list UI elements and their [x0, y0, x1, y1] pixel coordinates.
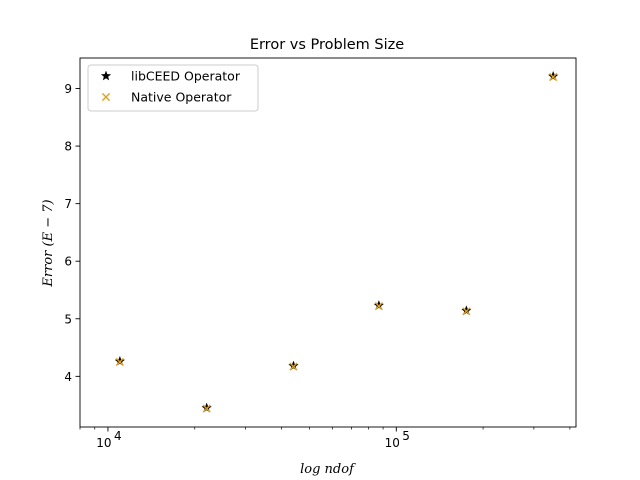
libceed-point: [288, 360, 299, 371]
libceed-point: [201, 402, 212, 413]
legend-marker-native: [101, 92, 111, 102]
data-points: [114, 70, 559, 413]
libceed-point: [548, 70, 559, 81]
x-tick-label: 10: [96, 436, 111, 450]
x-axis-label: log ndof: [300, 462, 356, 477]
libceed-point: [461, 305, 472, 316]
native-point: [462, 307, 471, 316]
x-tick-label-exponent: 4: [114, 429, 122, 443]
y-axis-label: Error (E − 7): [41, 199, 56, 287]
legend-label: libCEED Operator: [131, 69, 241, 84]
legend-marker-libceed: [100, 70, 112, 81]
x-tick-label-exponent: 5: [402, 429, 410, 443]
y-tick-label: 5: [64, 312, 72, 326]
y-tick-label: 9: [64, 82, 72, 96]
libceed-point: [114, 355, 126, 366]
y-axis: 4 5 6 7 8 9: [64, 82, 80, 384]
x-axis: 10 4 10 5: [79, 427, 571, 450]
legend: libCEED Operator Native Operator: [87, 64, 259, 112]
native-point: [115, 357, 124, 367]
native-point: [202, 404, 211, 413]
native-point: [374, 302, 383, 311]
y-tick-label: 7: [64, 197, 72, 211]
y-tick-label: 8: [64, 140, 72, 154]
legend-box: [87, 64, 259, 112]
x-tick-label: 10: [385, 436, 400, 450]
chart-title: Error vs Problem Size: [250, 37, 404, 53]
plot-area: [79, 57, 577, 428]
libceed-point: [373, 300, 385, 310]
native-point: [289, 362, 298, 371]
native-point: [549, 72, 558, 82]
legend-label: Native Operator: [131, 90, 232, 105]
y-tick-label: 4: [64, 370, 72, 384]
y-tick-label: 6: [64, 255, 72, 269]
